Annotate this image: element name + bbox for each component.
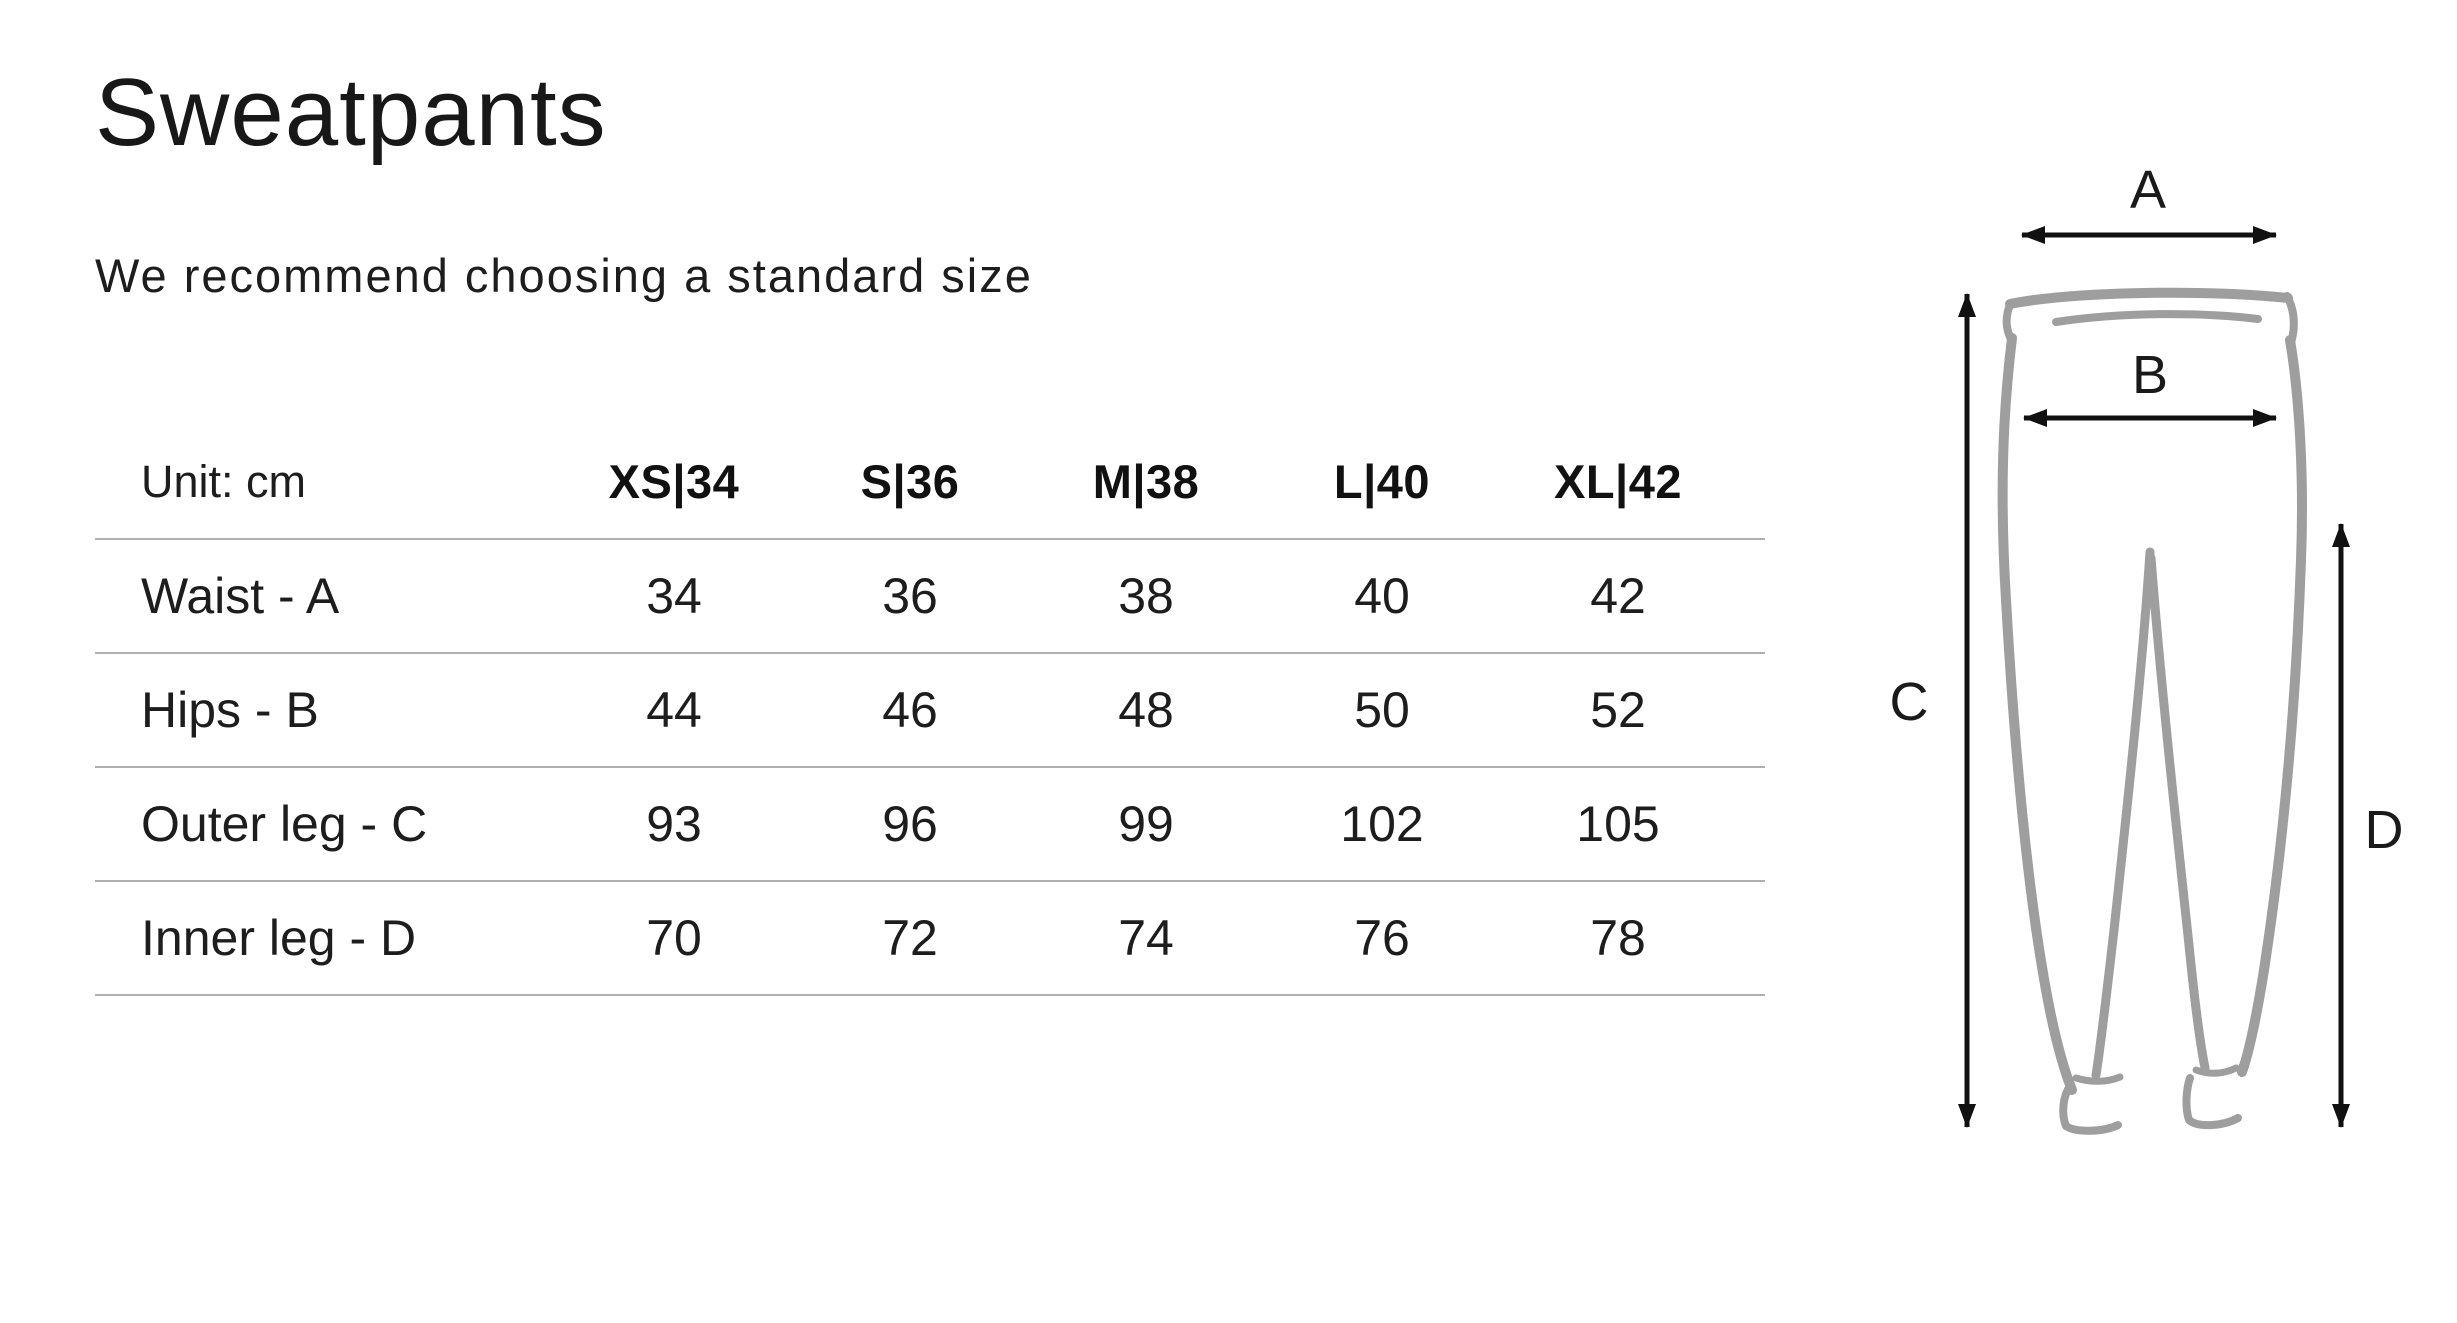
column-header-m: M|38 xyxy=(1092,455,1200,508)
dim-label-b: B xyxy=(2132,345,2168,405)
cell-value: 40 xyxy=(1354,568,1410,624)
cell-value: 96 xyxy=(882,796,938,852)
cell-value: 44 xyxy=(646,682,702,738)
cell-value: 76 xyxy=(1354,910,1410,966)
cell-value: 105 xyxy=(1576,796,1660,852)
cell-value: 52 xyxy=(1590,682,1646,738)
table-row-outer-leg: Outer leg - C 93 96 99 102 105 xyxy=(95,768,1765,882)
measurement-diagram: A B C D xyxy=(1860,100,2457,1200)
cell-value: 74 xyxy=(1118,910,1174,966)
column-header-s: S|36 xyxy=(860,455,960,508)
table-row-waist: Waist - A 34 36 38 40 42 xyxy=(95,540,1765,654)
cell-value: 50 xyxy=(1354,682,1410,738)
row-label: Inner leg - D xyxy=(141,910,417,966)
cell-value: 78 xyxy=(1590,910,1646,966)
cell-value: 46 xyxy=(882,682,938,738)
cell-value: 102 xyxy=(1340,796,1424,852)
page-title: Sweatpants xyxy=(95,59,607,166)
column-header-xl: XL|42 xyxy=(1554,455,1682,508)
row-label: Waist - A xyxy=(141,568,340,624)
table-row-inner-leg: Inner leg - D 70 72 74 76 78 xyxy=(95,882,1765,996)
page-subtitle: We recommend choosing a standard size xyxy=(95,249,1033,302)
row-label: Hips - B xyxy=(141,682,319,738)
cell-value: 70 xyxy=(646,910,702,966)
cell-value: 42 xyxy=(1590,568,1646,624)
cell-value: 72 xyxy=(882,910,938,966)
column-header-xs: XS|34 xyxy=(608,455,740,508)
size-table: Unit: cm XS|34 S|36 M|38 L|40 XL|42 Wais… xyxy=(95,425,1765,996)
row-label: Outer leg - C xyxy=(141,796,428,852)
cell-value: 48 xyxy=(1118,682,1174,738)
sweatpants-diagram-svg: A B C D xyxy=(1890,160,2404,1135)
cell-value: 38 xyxy=(1118,568,1174,624)
cell-value: 99 xyxy=(1118,796,1174,852)
cell-value: 36 xyxy=(882,568,938,624)
sweatpants-outline-sketch xyxy=(1997,287,2307,1135)
dim-label-c: C xyxy=(1890,672,1929,732)
column-header-l: L|40 xyxy=(1333,455,1431,508)
cell-value: 93 xyxy=(646,796,702,852)
size-table-header-row: Unit: cm XS|34 S|36 M|38 L|40 XL|42 xyxy=(95,425,1765,540)
unit-label: Unit: cm xyxy=(141,455,307,507)
cell-value: 34 xyxy=(646,568,702,624)
dim-label-d: D xyxy=(2365,800,2404,860)
table-row-hips: Hips - B 44 46 48 50 52 xyxy=(95,654,1765,768)
dim-label-a: A xyxy=(2130,160,2166,220)
